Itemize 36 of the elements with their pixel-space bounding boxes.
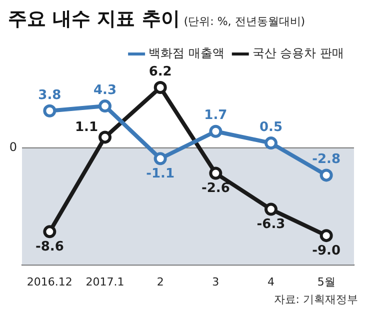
data-label: -1.1 — [146, 166, 175, 182]
point — [43, 225, 56, 238]
text: 자료: 기획재정부 — [274, 293, 358, 306]
data-label: 6.2 — [148, 64, 172, 80]
legend-label: 국산 승용차 판매 — [252, 46, 344, 60]
data-label: -6.3 — [256, 217, 286, 232]
data-label: 3.8 — [38, 88, 62, 103]
x-tick-label: 4 — [268, 275, 274, 288]
point — [98, 130, 112, 144]
data-label: 0.5 — [259, 120, 283, 135]
point — [320, 168, 333, 182]
point — [209, 166, 222, 180]
data-label: -2.8 — [312, 152, 341, 168]
point — [98, 100, 112, 113]
point — [154, 152, 167, 166]
data-label: -2.6 — [201, 181, 230, 196]
data-label: -8.6 — [35, 240, 64, 255]
x-tick-label: 3 — [212, 275, 220, 288]
chart-title: 주요 내수 지표 추이 — [8, 8, 180, 30]
point — [264, 136, 278, 150]
legend-label: 백화점 매출액 — [148, 46, 224, 60]
point — [209, 124, 222, 138]
x-tick-label: 2016.12 — [26, 275, 72, 288]
point — [154, 81, 167, 94]
chart-subtitle: (단위: %, 전년동월대비) — [184, 15, 306, 28]
x-tick-label: 2 — [156, 275, 164, 288]
data-label: -9.0 — [312, 243, 341, 258]
x-tick-label: 5월 — [317, 275, 336, 288]
data-label: 4.3 — [93, 82, 117, 98]
point — [264, 202, 278, 216]
data-label: 1.1 — [74, 120, 98, 136]
ref-line-label: 0 — [9, 140, 17, 154]
x-tick-label: 2017.1 — [86, 275, 124, 288]
data-label: 1.7 — [204, 108, 228, 124]
point — [320, 229, 333, 242]
point — [43, 104, 56, 118]
